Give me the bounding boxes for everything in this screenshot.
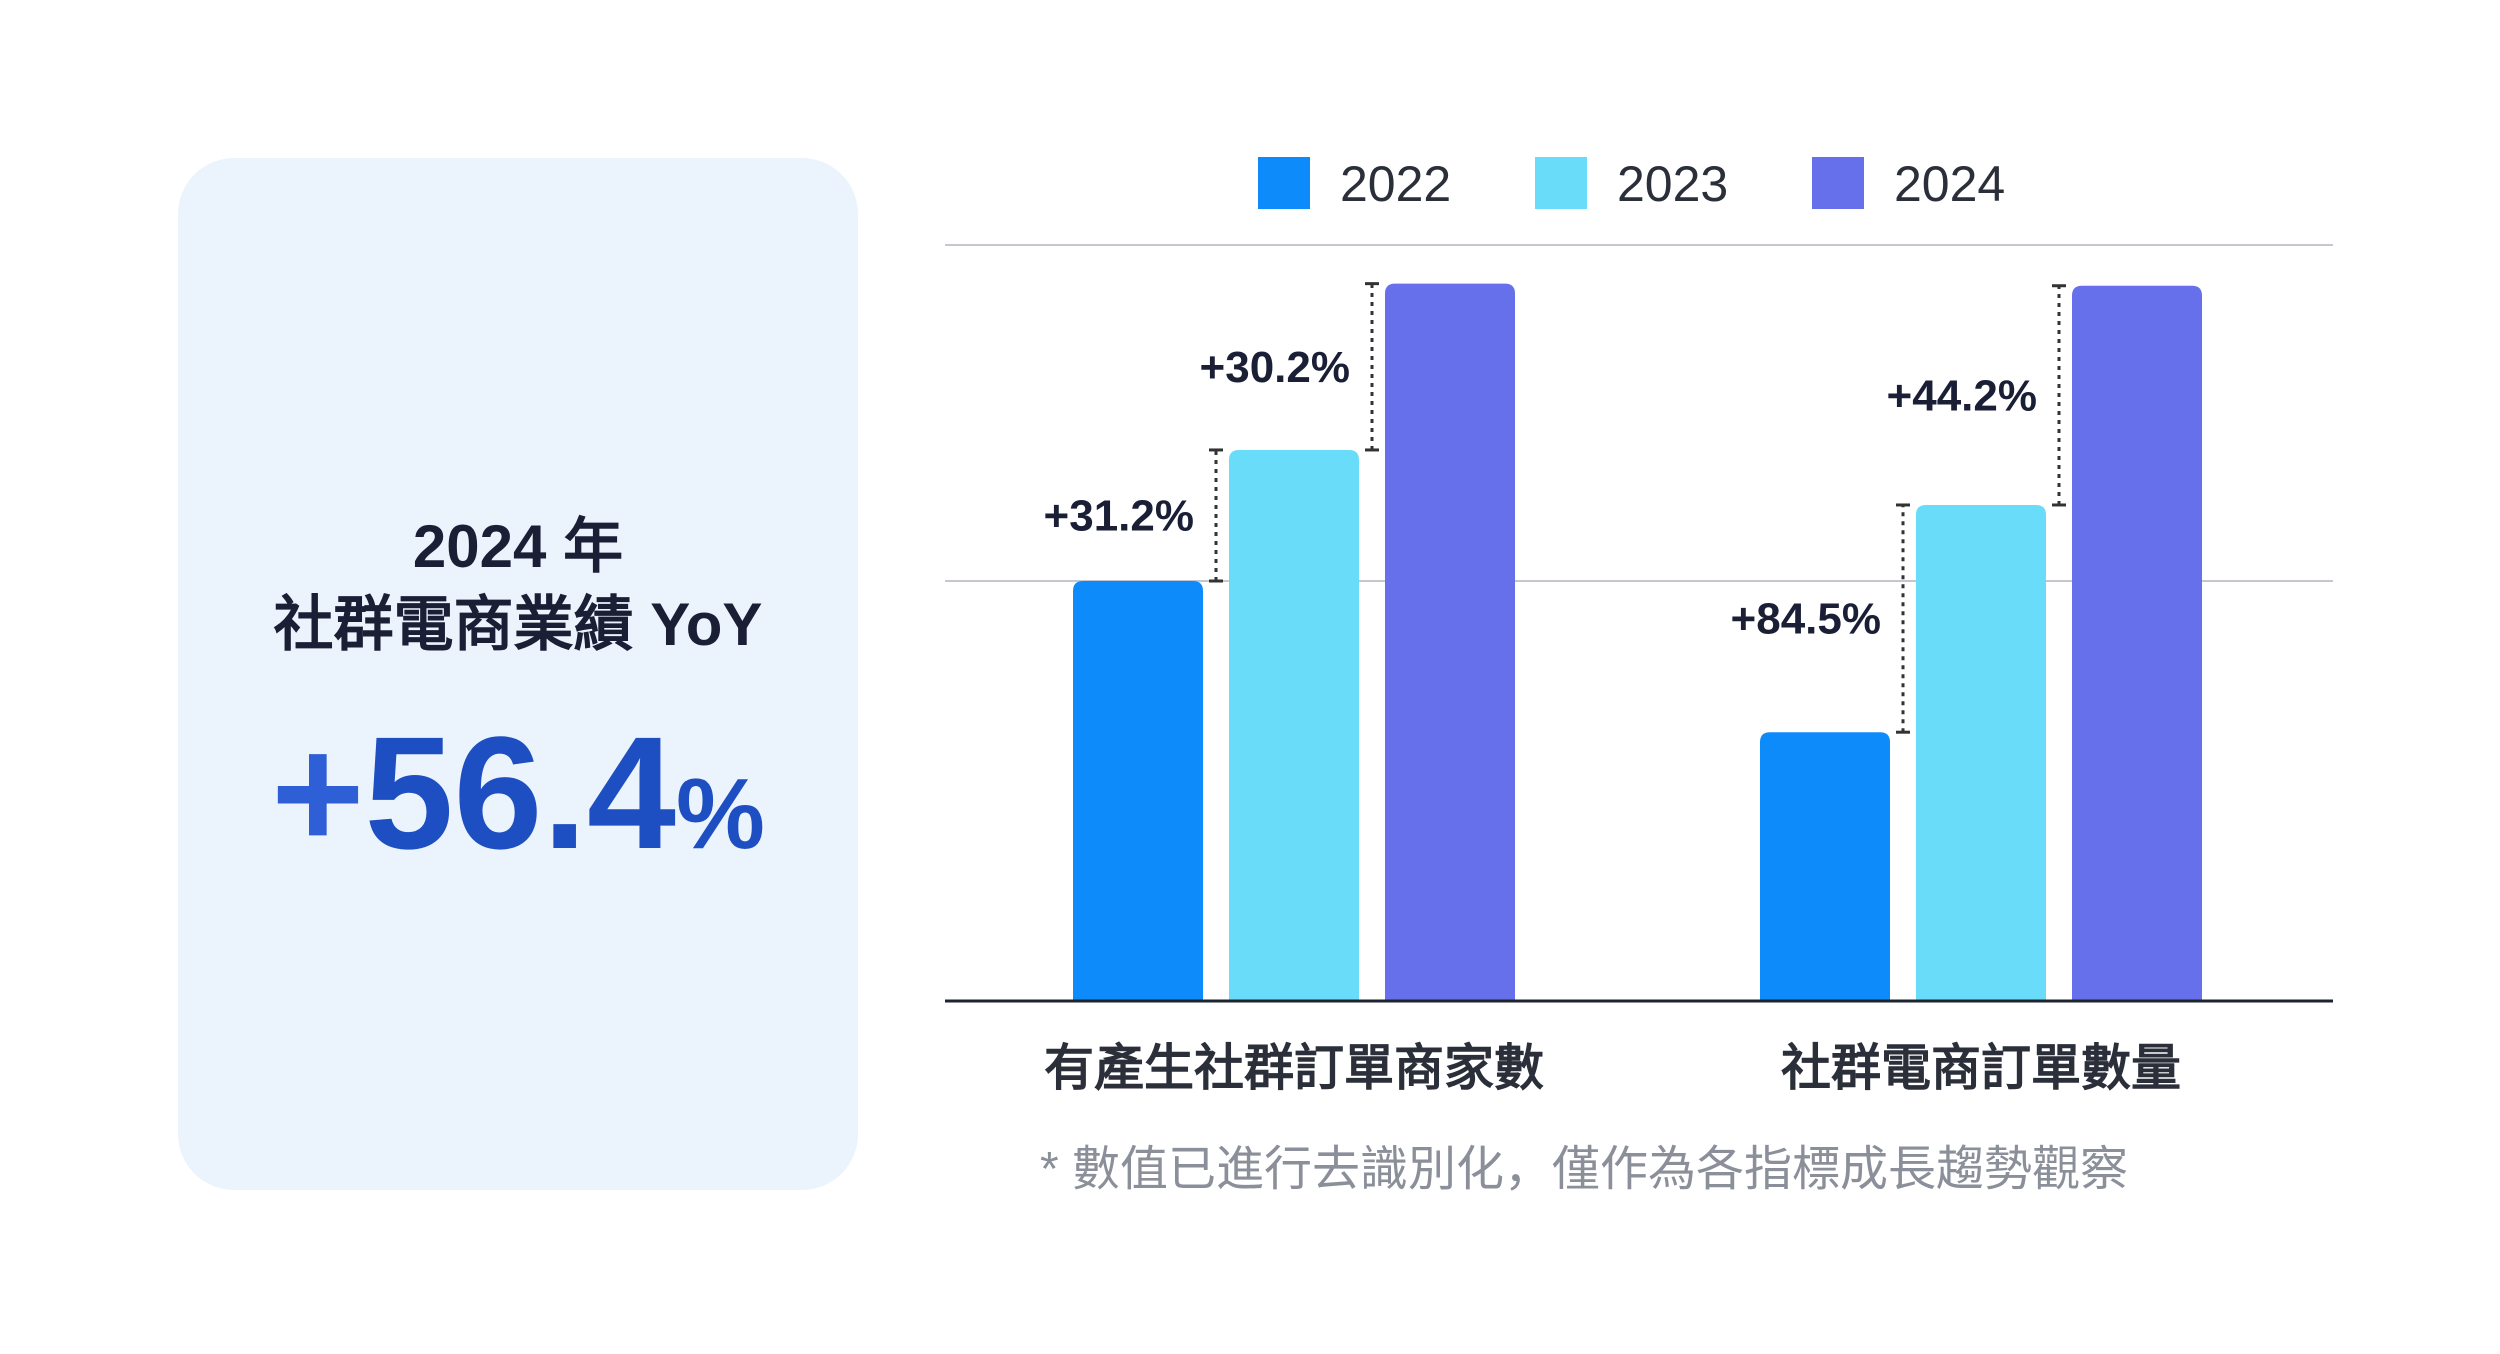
category-label-1: 社群電商訂單數量 — [1781, 1040, 2181, 1096]
bar-2024-cat1 — [2072, 285, 2202, 1001]
growth-annotation-2: +84.5% — [1731, 503, 1910, 734]
kpi-title: 2024 年 社群電商業績 YoY — [178, 508, 858, 664]
growth-label: +31.2% — [1044, 491, 1194, 540]
legend-swatch-2023 — [1535, 157, 1587, 209]
kpi-value-unit: % — [675, 758, 765, 870]
chart-annotations: +31.2% +30.2% +84.5% +44.2% — [1044, 282, 2066, 734]
legend-swatch-2022 — [1258, 157, 1310, 209]
kpi-value: +56.4% — [178, 713, 858, 873]
growth-label: +44.2% — [1887, 371, 2037, 420]
kpi-value-sign: + — [271, 703, 365, 882]
chart-category-labels: 有產生社群訂單商家數 社群電商訂單數量 — [1044, 1040, 2181, 1096]
kpi-card: 2024 年 社群電商業績 YoY +56.4% — [178, 158, 858, 1190]
bar-2023-cat1 — [1916, 504, 2046, 1001]
growth-annotation-0: +31.2% — [1044, 448, 1223, 583]
kpi-title-metric: 社群電商業績 YoY — [273, 591, 763, 658]
bar-2022-cat1 — [1760, 732, 1890, 1001]
chart-bars — [1073, 283, 2202, 1002]
growth-annotation-3: +44.2% — [1887, 284, 2066, 507]
kpi-title-year: 2024 年 — [412, 513, 624, 580]
growth-label: +30.2% — [1200, 343, 1350, 392]
growth-label: +84.5% — [1731, 595, 1881, 644]
bar-2022-cat0 — [1073, 581, 1203, 1001]
bar-2023-cat0 — [1229, 449, 1359, 1002]
category-label-0: 有產生社群訂單商家數 — [1044, 1040, 1544, 1096]
growth-annotation-1: +30.2% — [1200, 282, 1379, 452]
chart-footnote: * 數值已進行去識別化，僅作為各指標成長趨勢觀察 — [1040, 1143, 2128, 1196]
legend-label-2022: 2022 — [1340, 156, 1451, 212]
kpi-value-number: 56.4 — [364, 703, 676, 882]
bar-2024-cat0 — [1385, 283, 1515, 1001]
legend-label-2024: 2024 — [1894, 156, 2005, 212]
legend-swatch-2024 — [1812, 157, 1864, 209]
legend-label-2023: 2023 — [1617, 156, 1728, 212]
chart-legend: 2022 2023 2024 — [1258, 156, 2005, 212]
